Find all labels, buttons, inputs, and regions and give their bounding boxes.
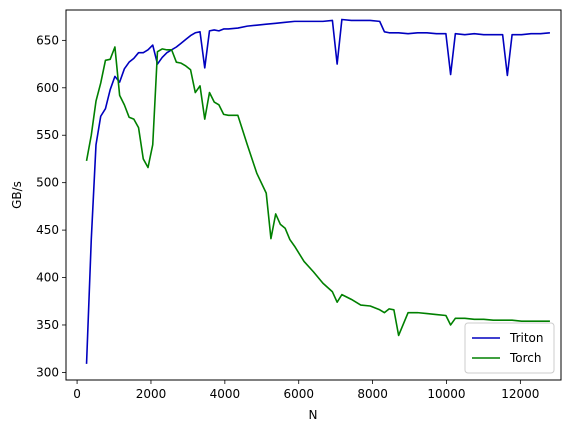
x-tick-label: 8000 <box>357 387 388 401</box>
plot-frame <box>65 9 562 381</box>
x-tick-label: 10000 <box>427 387 465 401</box>
legend-box <box>464 322 555 374</box>
series-line-torch <box>85 46 550 337</box>
legend-label-torch: Torch <box>509 351 542 365</box>
x-axis-label: N <box>309 408 318 422</box>
x-tick-label: 2000 <box>136 387 167 401</box>
y-tick-label: 350 <box>36 318 59 332</box>
watermark: 知乎 @kios <box>489 400 558 416</box>
y-tick-label: 450 <box>36 223 59 237</box>
x-tick-label: 12000 <box>501 387 539 401</box>
x-tick-label: 4000 <box>210 387 241 401</box>
series-layer <box>85 18 550 364</box>
y-tick-label: 400 <box>36 271 59 285</box>
legend-label-triton: Triton <box>509 331 544 345</box>
y-tick-label: 550 <box>36 128 59 142</box>
y-axis-label: GB/s <box>10 181 24 209</box>
y-tick-label: 500 <box>36 176 59 190</box>
legend: Triton Torch <box>464 322 555 374</box>
x-tick-label: 0 <box>73 387 81 401</box>
x-axis-ticks: 0 2000 4000 6000 8000 10000 12000 <box>73 380 539 401</box>
x-tick-label: 6000 <box>283 387 314 401</box>
y-tick-label: 300 <box>36 365 59 379</box>
y-axis-ticks: 300 350 400 450 500 550 600 650 <box>36 33 66 379</box>
y-tick-label: 650 <box>36 33 59 47</box>
y-tick-label: 600 <box>36 81 59 95</box>
series-line-triton <box>85 18 550 364</box>
